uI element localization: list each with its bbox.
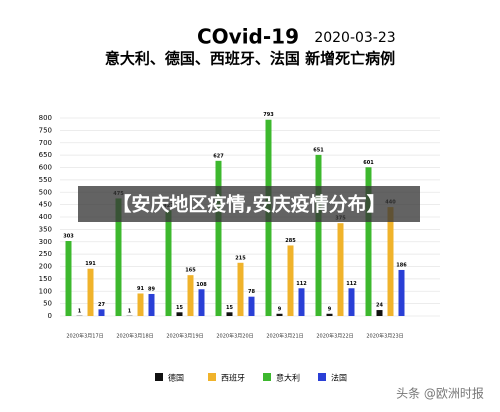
bar [248,296,255,316]
x-tick-label: 2020年3月23日 [366,333,403,340]
y-tick-label: 0 [48,312,52,320]
value-label: 285 [285,238,296,244]
y-tick-label: 350 [39,225,52,233]
bar [137,293,144,316]
value-label: 627 [213,153,224,159]
watermark: 头条 @欧洲时报 [396,386,484,401]
y-tick-label: 550 [39,176,52,184]
bar [276,313,283,316]
banner: 【安庆地区疫情,安庆疫情分布】 [112,193,385,216]
chart-title: COvid-19 [197,25,299,49]
bar [365,167,372,316]
chart-date: 2020-03-23 [314,30,395,46]
value-label: 89 [148,286,155,292]
bar [165,210,172,316]
value-label: 651 [313,147,324,153]
bar [387,207,394,316]
bar [398,269,405,316]
y-tick-label: 300 [39,238,52,246]
value-label: 1 [78,308,82,314]
y-tick-label: 200 [39,263,52,271]
legend-swatch [263,373,271,381]
y-tick-label: 400 [39,213,52,221]
value-label: 793 [263,112,274,118]
value-label: 9 [278,306,282,312]
bar [198,289,205,316]
value-label: 108 [196,282,207,288]
y-tick-label: 250 [39,250,52,258]
y-tick-label: 150 [39,275,52,283]
value-label: 24 [376,303,383,309]
bar [176,312,183,316]
bar [237,262,244,316]
bar [315,154,322,316]
legend-swatch [155,373,163,381]
x-tick-label: 2020年3月21日 [266,333,303,340]
legend-label: 德国 [168,373,184,383]
x-tick-label: 2020年3月17日 [66,333,103,340]
y-tick-label: 100 [39,287,52,295]
value-label: 215 [235,255,246,261]
value-label: 9 [328,306,332,312]
y-tick-label: 750 [39,126,52,134]
value-label: 165 [185,268,196,274]
value-label: 91 [137,286,144,292]
legend-label: 意大利 [276,373,300,383]
bar [376,310,383,316]
x-tick-label: 2020年3月18日 [116,333,153,340]
banner-bg [78,186,420,222]
value-label: 78 [248,289,255,295]
value-label: 15 [176,305,183,311]
bar [298,288,305,316]
value-label: 15 [226,305,233,311]
value-label: 112 [296,281,307,287]
x-tick-label: 2020年3月22日 [316,333,353,340]
legend-swatch [318,373,326,381]
bar [87,268,94,316]
y-tick-label: 50 [43,300,52,308]
bar [115,198,122,316]
y-tick-label: 500 [39,188,52,196]
bar [226,312,233,316]
bar [187,275,194,316]
bar [337,223,344,316]
legend-label: 法国 [331,373,347,383]
bar [348,288,355,316]
x-tick-label: 2020年3月19日 [166,333,203,340]
legend-swatch [208,373,216,381]
bar [215,160,222,316]
y-tick-label: 800 [39,114,52,122]
bar [98,309,105,316]
value-label: 112 [346,281,357,287]
y-tick-label: 600 [39,164,52,172]
value-label: 1 [128,308,132,314]
x-tick-label: 2020年3月20日 [216,333,253,340]
bar [287,245,294,316]
bar [65,241,72,316]
value-label: 303 [63,234,74,240]
legend-label: 西班牙 [221,373,245,383]
value-label: 27 [98,302,105,308]
plot: 0 50 100 150 200 250 300 350 400 450 500 550 600 650 7… [39,112,440,383]
y-tick-label: 700 [39,139,52,147]
value-label: 601 [363,160,374,166]
y-tick-label: 450 [39,201,52,209]
value-label: 191 [85,261,96,267]
value-label: 186 [396,262,407,268]
y-tick-label: 650 [39,151,52,159]
bar [326,313,333,316]
bar [148,293,155,316]
chart-subtitle: 意大利、德国、西班牙、法国 新增死亡病例 [105,50,395,68]
